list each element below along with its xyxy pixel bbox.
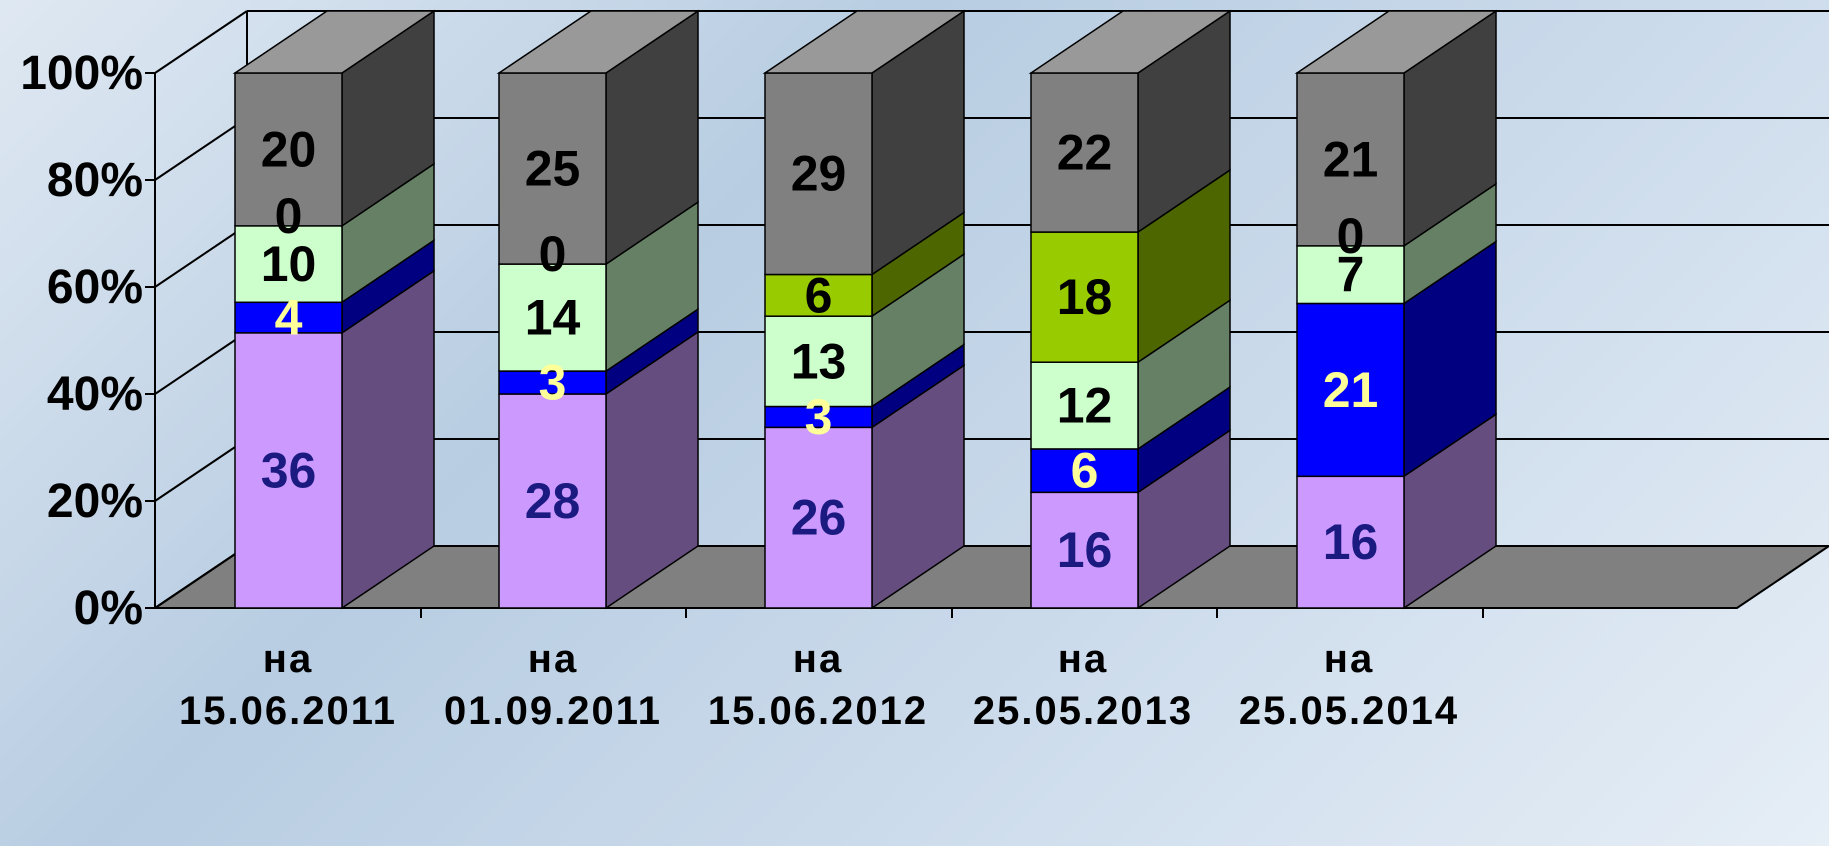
y-tick-label: 80% <box>47 154 143 207</box>
data-label: 0 <box>539 226 567 282</box>
bar-segment <box>1296 475 1405 609</box>
bar-segment <box>1030 448 1139 494</box>
bar-top-face <box>496 10 701 74</box>
bar-top-face <box>1294 10 1499 74</box>
bars <box>232 9 1499 610</box>
bar-segment <box>764 72 873 276</box>
data-label: 21 <box>1323 131 1379 187</box>
bar-segment <box>1296 72 1405 247</box>
data-label: 18 <box>1057 269 1113 325</box>
data-label: 14 <box>525 290 581 346</box>
data-label: 36 <box>261 442 317 498</box>
data-label: 16 <box>1057 522 1113 578</box>
y-tick-label: 0% <box>74 582 143 635</box>
y-tick-label: 100% <box>20 47 143 100</box>
data-label: 29 <box>791 146 847 202</box>
bar-segment <box>234 72 343 227</box>
gridline-side <box>154 331 248 395</box>
bar-top-face <box>1028 10 1233 74</box>
bar-top-face <box>762 10 967 74</box>
data-label: 7 <box>1337 247 1365 303</box>
data-label: 20 <box>261 121 317 177</box>
data-label: 22 <box>1057 125 1113 181</box>
data-label: 6 <box>805 267 833 323</box>
x-category-label: 01.09.2011 <box>444 689 662 733</box>
bar-segment <box>1030 491 1139 609</box>
data-label: 3 <box>539 355 567 411</box>
bar-segment <box>498 72 607 265</box>
data-label: 3 <box>805 389 833 445</box>
bar-segment <box>234 301 343 334</box>
gridline-side <box>154 545 248 609</box>
x-category-label: на <box>793 637 843 681</box>
x-category-label: на <box>1058 637 1108 681</box>
data-label: 6 <box>1071 443 1099 499</box>
data-label: 10 <box>261 236 317 292</box>
x-category-label: 25.05.2014 <box>1239 689 1459 733</box>
bar-segment <box>764 315 873 408</box>
y-tick-label: 60% <box>47 261 143 314</box>
y-tick-label: 40% <box>47 368 143 421</box>
y-tick-label: 20% <box>47 475 143 528</box>
data-labels: 3641002028314025263136291661218221621702… <box>261 121 1379 578</box>
bar-segment <box>1030 361 1139 450</box>
data-label: 26 <box>791 490 847 546</box>
gridline-side <box>154 10 248 74</box>
bar-top-face <box>232 10 437 74</box>
bar-segment <box>1030 72 1139 233</box>
data-label: 13 <box>791 333 847 389</box>
x-category-label: на <box>263 637 313 681</box>
x-category-label: на <box>1324 637 1374 681</box>
x-category-label: на <box>528 637 578 681</box>
axes <box>145 72 1737 618</box>
bar-segment <box>498 263 607 372</box>
gridline-side <box>154 117 248 181</box>
x-category-label: 15.06.2012 <box>708 689 928 733</box>
tick-labels: 0% 20% 40% 60% 80% 100% на 15.06.2011 на 01.09.20… <box>20 47 1459 733</box>
data-label: 25 <box>525 141 581 197</box>
bar-segment <box>234 225 343 304</box>
gridline-side <box>154 438 248 502</box>
data-label: 0 <box>275 188 303 244</box>
data-label: 0 <box>1337 208 1365 264</box>
data-label: 21 <box>1323 362 1379 418</box>
x-category-label: 15.06.2011 <box>179 689 397 733</box>
bar-segment <box>764 426 873 609</box>
gridline-side <box>154 224 248 288</box>
bar-segment <box>1296 302 1405 478</box>
x-category-label: 25.05.2013 <box>973 689 1193 733</box>
data-label: 12 <box>1057 378 1113 434</box>
data-label: 28 <box>525 473 581 529</box>
data-label: 4 <box>275 290 303 346</box>
data-label: 16 <box>1323 514 1379 570</box>
bar-segment <box>234 332 343 609</box>
bar-segment <box>498 393 607 609</box>
